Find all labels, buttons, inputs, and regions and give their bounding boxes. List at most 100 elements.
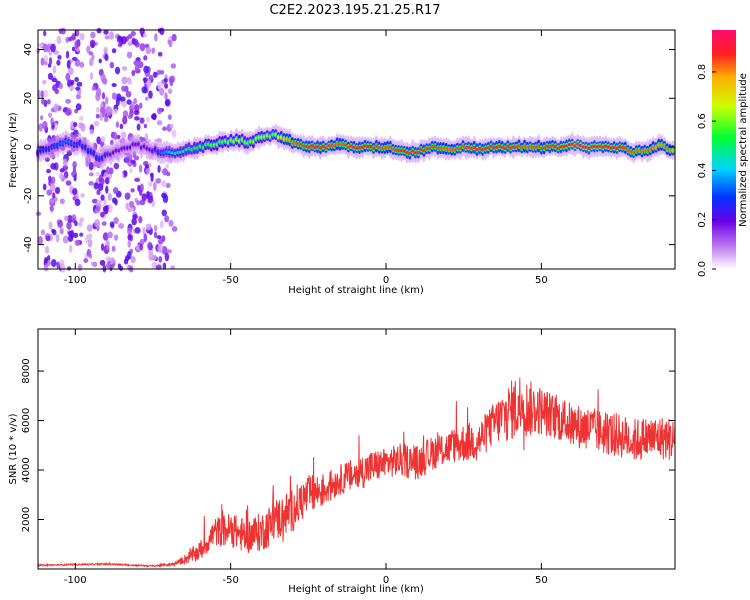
snr-y-tick-label: 8000 [21, 358, 32, 383]
spectrogram-noise-cell [109, 221, 115, 228]
spectrogram-noise-cell [46, 98, 51, 105]
spectrogram-noise-cell [56, 261, 60, 269]
spectrogram-noise-cell [109, 61, 115, 69]
spectrogram-noise-cell [153, 224, 158, 233]
spectrogram-noise-cell [69, 85, 75, 90]
spectrogram-noise-cell [101, 92, 106, 100]
spectrogram-noise-cell [93, 182, 99, 190]
spectrogram-noise-cell [50, 117, 54, 126]
spectrogram-noise-cell [118, 222, 125, 229]
snr-x-tick-label: 50 [535, 575, 548, 586]
spectrogram-noise-cell [77, 264, 83, 272]
spectrogram-noise-cell [123, 85, 129, 92]
spectrogram-noise-cell [67, 214, 73, 224]
spectrogram-noise-cell [139, 243, 144, 251]
spectrogram-noise-cell [127, 114, 133, 120]
spectrogram-noise-cell [101, 221, 107, 226]
spectrogram-noise-cell [73, 121, 78, 128]
spectrogram-noise-cell [74, 108, 79, 114]
spectrogram-noise-cell [143, 55, 148, 61]
spectrogram-noise-cell [40, 90, 45, 99]
spectrogram-noise-cell [76, 81, 83, 87]
spectrogram-noise-cell [60, 263, 66, 273]
spectrogram-noise-cell [165, 163, 170, 169]
spectrogram-noise-cell [71, 46, 76, 52]
spectrogram-noise-cell [95, 113, 100, 119]
spectrogram-noise-cell [123, 170, 128, 178]
spectrogram-noise-cell [132, 38, 139, 46]
spectrogram-x-tick-label: 50 [535, 275, 548, 286]
spectrogram-noise-cell [165, 182, 171, 189]
spectrogram-noise-cell [40, 115, 44, 121]
spectrogram-noise-cell [169, 78, 174, 87]
snr-y-label: SNR (10 * v/v) [8, 413, 19, 484]
spectrogram-noise-cell [101, 178, 105, 185]
spectrogram-noise-cell [161, 235, 166, 242]
spectrogram-noise-cell [38, 42, 44, 48]
spectrogram-noise-cell [157, 51, 163, 57]
spectrogram-noise-cell [139, 102, 143, 109]
spectrogram-noise-cell [152, 181, 157, 191]
spectrogram-noise-cell [146, 78, 152, 88]
spectrogram-noise-cell [146, 116, 150, 123]
spectrogram-noise-cell [97, 183, 104, 191]
spectrogram-noise-cell [127, 41, 133, 47]
spectrogram-noise-cell [58, 82, 63, 90]
spectrogram-noise-cell [37, 236, 44, 245]
spectrogram-noise-cell [40, 98, 46, 105]
spectrogram-noise-cell [120, 36, 127, 45]
spectrogram-noise-cell [171, 225, 178, 232]
spectrogram-noise-cell [127, 239, 131, 248]
spectrogram-noise-cell [103, 117, 109, 123]
spectrogram-noise-cell [121, 100, 127, 108]
spectrogram-noise-cell [100, 211, 105, 218]
spectrogram-noise-cell [111, 245, 116, 252]
spectrogram-noise-cell [157, 165, 161, 173]
snr-frame [37, 328, 676, 570]
spectrogram-noise-cell [77, 221, 83, 227]
spectrogram-noise-cell [127, 207, 132, 213]
spectrogram-noise-cell [147, 241, 153, 251]
spectrogram-noise-cell [131, 69, 136, 77]
spectrogram-noise-cell [155, 178, 162, 184]
spectrogram-noise-cell [139, 199, 146, 206]
spectrogram-noise-cell [130, 255, 136, 264]
spectrogram-noise-cell [80, 193, 85, 198]
spectrogram-noise-cell [138, 216, 143, 224]
spectrogram-noise-cell [89, 39, 96, 49]
spectrogram-noise-cell [126, 227, 133, 235]
spectrogram-noise-cell [147, 195, 154, 203]
spectrogram-noise-cell [104, 35, 110, 40]
spectrogram-noise-cell [74, 220, 78, 227]
spectrogram-noise-cell [86, 45, 91, 54]
spectrogram-noise-cell [136, 200, 141, 206]
spectrogram-noise-cell [78, 115, 84, 121]
spectrogram-noise-cell [152, 254, 157, 261]
spectrogram-y-tick-label: -40 [23, 236, 34, 252]
spectrogram-noise-cell [159, 69, 165, 75]
spectrogram-x-tick-label: -50 [222, 275, 238, 286]
colorbar-ticks: 0.0 0.2 0.4 0.6 0.8 [697, 64, 716, 277]
spectrogram-noise-cell [95, 171, 101, 177]
spectrogram-noise-cell [145, 46, 152, 55]
spectrogram-noise-cell [48, 221, 53, 230]
spectrogram-noise-cell [132, 214, 138, 220]
snr-y-tick-label: 2000 [21, 507, 32, 532]
colorbar-gradient [712, 30, 736, 269]
spectrogram-noise-cell [83, 258, 89, 263]
spectrogram-noise-cell [46, 189, 53, 196]
spectrogram-noise-cell [47, 72, 53, 80]
spectrogram-noise-cell [109, 257, 115, 265]
spectrogram-noise-cell [105, 256, 112, 262]
spectrogram-noise-cell [154, 33, 158, 42]
spectrogram-noise-cell [62, 235, 69, 244]
spectrogram-noise-cell [126, 99, 132, 105]
spectrogram-noise-cell [158, 255, 163, 263]
spectrogram-noise-cell [56, 59, 61, 66]
spectrogram-noise-cell [111, 92, 117, 100]
spectrogram-noise-cell [95, 206, 101, 212]
spectrogram-y-ticks: -40 -20 0 20 40 [23, 43, 675, 253]
spectrogram-noise-cell [100, 194, 105, 201]
spectrogram-noise-cell [145, 167, 150, 175]
spectrogram-noise-cell [48, 57, 53, 65]
